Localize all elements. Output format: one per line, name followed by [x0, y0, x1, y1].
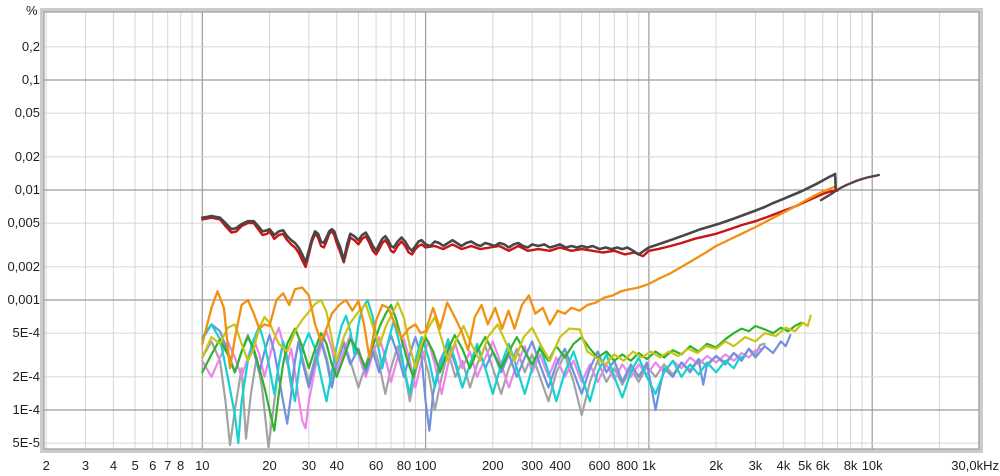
x-tick-label: 30: [302, 458, 316, 473]
x-tick-label: 7: [164, 458, 171, 473]
y-tick-label: 0,001: [7, 292, 40, 307]
x-tick-label: 20: [262, 458, 276, 473]
x-tick-label: 8: [177, 458, 184, 473]
x-tick-label: 3: [82, 458, 89, 473]
plot-border-inner: [43, 11, 980, 450]
x-tick-label: 60: [369, 458, 383, 473]
x-tick-label: 40: [330, 458, 344, 473]
y-tick-label: 5E-5: [13, 435, 40, 450]
trace-noise-cyan: [201, 298, 747, 445]
x-tick-label: 800: [616, 458, 638, 473]
y-tick-label: 0,005: [7, 215, 40, 230]
y-tick-label: 0,002: [7, 259, 40, 274]
trace-noise-yellow: [201, 298, 812, 370]
x-tick-label: 10: [195, 458, 209, 473]
y-axis-unit-label: %: [26, 3, 38, 18]
traces: [201, 172, 880, 449]
x-tick-label: 400: [549, 458, 571, 473]
x-tick-label: 3k: [749, 458, 763, 473]
x-gridlines: [45, 12, 980, 449]
y-tick-labels: 0,2 0,1 0,05 0,02 0,01 0,005 0,002 0,001 5E-4 2E-…: [7, 39, 40, 450]
y-tick-label: 0,02: [15, 149, 40, 164]
x-tick-label: 4: [110, 458, 117, 473]
x-tick-label: 4k: [776, 458, 790, 473]
y-tick-label: 0,01: [15, 182, 40, 197]
x-tick-label: 5k: [798, 458, 812, 473]
x-tick-label: 1k: [642, 458, 656, 473]
x-tick-label: 6: [149, 458, 156, 473]
x-tick-label: 2: [43, 458, 50, 473]
x-tick-label: 200: [482, 458, 504, 473]
x-tick-label: 2k: [709, 458, 723, 473]
trace-thd-brown: [819, 173, 880, 202]
y-gridlines: [44, 46, 979, 444]
x-tick-label: 8k: [844, 458, 858, 473]
x-tick-label: 100: [415, 458, 437, 473]
x-tick-label: 300: [521, 458, 543, 473]
y-tick-label: 1E-4: [13, 402, 40, 417]
y-tick-label: 5E-4: [13, 325, 40, 340]
y-tick-label: 0,05: [15, 105, 40, 120]
trace-thd-orange: [201, 185, 836, 370]
x-tick-label: 30,0kHz: [951, 458, 999, 473]
x-tick-labels: 2 3 4 5 6 7 8 10 20 30 40 60 80 100 200 300 400 600 800 1k 2…: [43, 458, 999, 473]
x-tick-label: 5: [131, 458, 138, 473]
y-tick-label: 0,1: [22, 72, 40, 87]
trace-thd-dark-gray: [201, 172, 838, 264]
trace-noise-green: [201, 303, 803, 432]
x-tick-label: 10k: [862, 458, 883, 473]
y-tick-label: 2E-4: [13, 369, 40, 384]
x-tick-label: 600: [589, 458, 611, 473]
y-tick-label: 0,2: [22, 39, 40, 54]
plot-border-outer: [40, 8, 983, 453]
x-tick-label: 6k: [816, 458, 830, 473]
x-tick-label: 80: [397, 458, 411, 473]
trace-thd-red: [201, 189, 839, 269]
